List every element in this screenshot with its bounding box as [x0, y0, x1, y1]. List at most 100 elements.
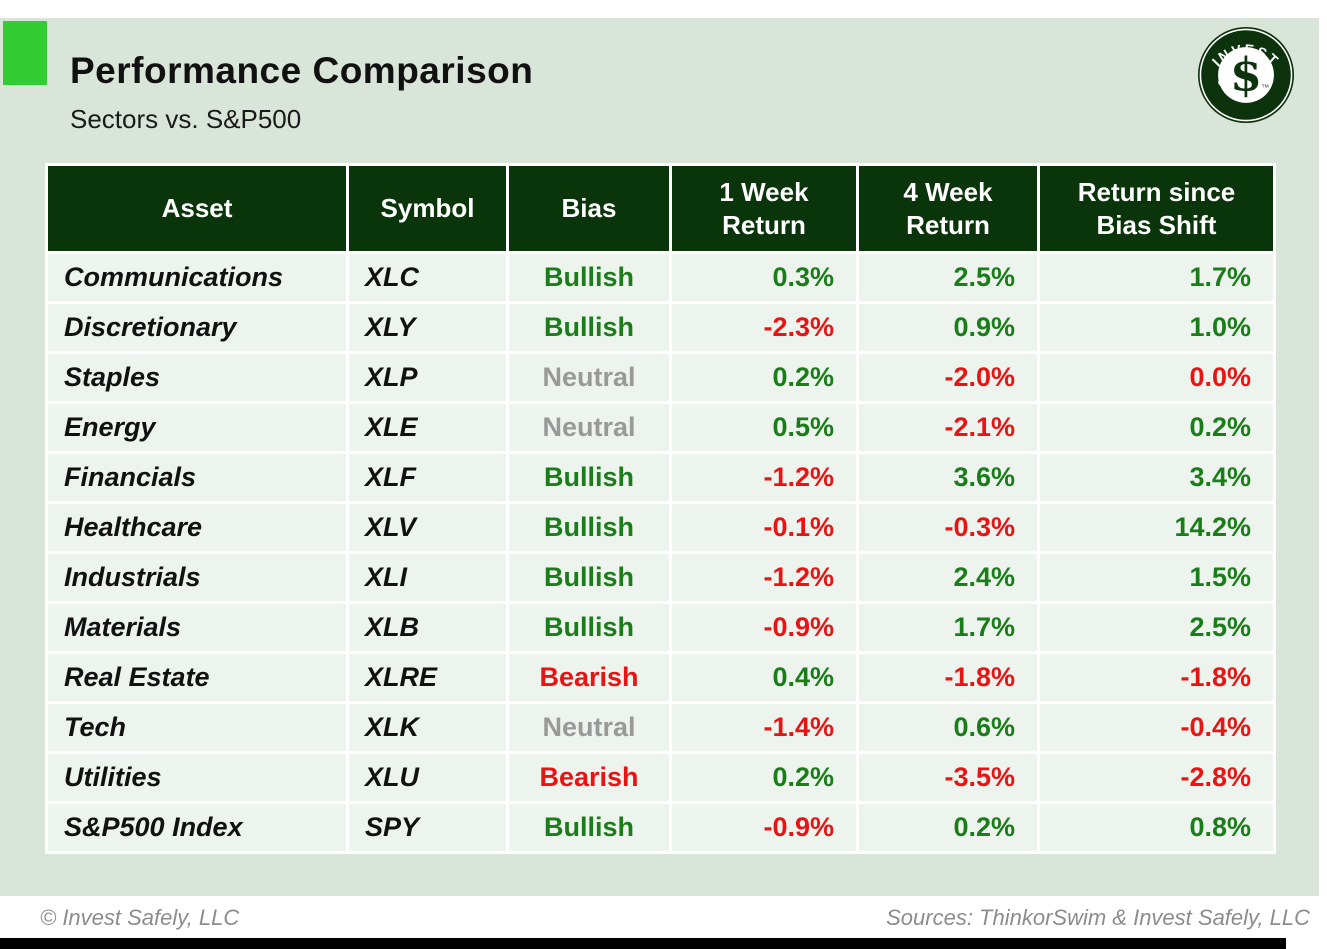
symbol-cell: XLK	[346, 701, 509, 754]
page-subtitle: Sectors vs. S&P500	[70, 104, 302, 134]
return-1-week-cell: 0.5%	[669, 401, 859, 454]
return-since-cell: 1.7%	[1037, 251, 1276, 304]
bias-cell: Neutral	[506, 701, 672, 754]
return-since-cell: 1.5%	[1037, 551, 1276, 604]
return-1-week-cell: -0.9%	[669, 601, 859, 654]
bottom-bar	[0, 938, 1286, 949]
return-since-cell: 1.0%	[1037, 301, 1276, 354]
symbol-cell: XLU	[346, 751, 509, 804]
table-row: Staples XLP Neutral 0.2% -2.0% 0.0%	[45, 351, 1276, 404]
return-4-week-cell: -2.1%	[856, 401, 1040, 454]
return-4-week-cell: 0.6%	[856, 701, 1040, 754]
asset-cell: Healthcare	[45, 501, 349, 554]
logo-monogram: $	[1230, 48, 1262, 102]
logo-tm-mark: TM	[1262, 84, 1269, 90]
return-1-week-cell: 0.3%	[669, 251, 859, 304]
return-1-week-cell: -1.2%	[669, 451, 859, 504]
bias-cell: Bullish	[506, 251, 672, 304]
return-since-cell: -2.8%	[1037, 751, 1276, 804]
return-4-week-cell: 3.6%	[856, 451, 1040, 504]
return-1-week-cell: 0.2%	[669, 751, 859, 804]
asset-cell: Utilities	[45, 751, 349, 804]
return-since-cell: -0.4%	[1037, 701, 1276, 754]
return-4-week-cell: -1.8%	[856, 651, 1040, 704]
performance-table: Asset Symbol Bias 1 Week Return 4 Week R…	[45, 163, 1276, 854]
asset-cell: Staples	[45, 351, 349, 404]
footer-copyright: © Invest Safely, LLC	[40, 905, 240, 930]
bias-cell: Bearish	[506, 651, 672, 704]
table-row: Materials XLB Bullish -0.9% 1.7% 2.5%	[45, 601, 1276, 654]
symbol-cell: XLE	[346, 401, 509, 454]
return-1-week-cell: -1.4%	[669, 701, 859, 754]
return-since-cell: 3.4%	[1037, 451, 1276, 504]
symbol-cell: XLF	[346, 451, 509, 504]
col-header-asset: Asset	[45, 163, 349, 254]
return-1-week-cell: 0.4%	[669, 651, 859, 704]
return-since-cell: 2.5%	[1037, 601, 1276, 654]
return-since-cell: 0.0%	[1037, 351, 1276, 404]
return-since-cell: 0.2%	[1037, 401, 1276, 454]
col-header-1-week: 1 Week Return	[669, 163, 859, 254]
table-row: Utilities XLU Bearish 0.2% -3.5% -2.8%	[45, 751, 1276, 804]
asset-cell: Industrials	[45, 551, 349, 604]
return-1-week-cell: -2.3%	[669, 301, 859, 354]
return-4-week-cell: -2.0%	[856, 351, 1040, 404]
symbol-cell: XLC	[346, 251, 509, 304]
table-row: Tech XLK Neutral -1.4% 0.6% -0.4%	[45, 701, 1276, 754]
symbol-cell: XLP	[346, 351, 509, 404]
bias-cell: Bullish	[506, 501, 672, 554]
table-row: Financials XLF Bullish -1.2% 3.6% 3.4%	[45, 451, 1276, 504]
asset-cell: Financials	[45, 451, 349, 504]
return-4-week-cell: 1.7%	[856, 601, 1040, 654]
bias-cell: Bullish	[506, 601, 672, 654]
table-row: Healthcare XLV Bullish -0.1% -0.3% 14.2%	[45, 501, 1276, 554]
symbol-cell: SPY	[346, 801, 509, 854]
col-header-return-since: Return since Bias Shift	[1037, 163, 1276, 254]
return-4-week-cell: 0.2%	[856, 801, 1040, 854]
col-header-symbol: Symbol	[346, 163, 509, 254]
symbol-cell: XLI	[346, 551, 509, 604]
return-1-week-cell: -0.9%	[669, 801, 859, 854]
table-row: Communications XLC Bullish 0.3% 2.5% 1.7…	[45, 251, 1276, 304]
symbol-cell: XLB	[346, 601, 509, 654]
bias-cell: Neutral	[506, 351, 672, 404]
table-row: Real Estate XLRE Bearish 0.4% -1.8% -1.8…	[45, 651, 1276, 704]
table-row: Industrials XLI Bullish -1.2% 2.4% 1.5%	[45, 551, 1276, 604]
asset-cell: Energy	[45, 401, 349, 454]
asset-cell: Materials	[45, 601, 349, 654]
performance-table-wrap: Asset Symbol Bias 1 Week Return 4 Week R…	[45, 163, 1276, 854]
invest-safely-logo-icon: INVEST SAFELY $ TM	[1197, 26, 1295, 124]
return-since-cell: -1.8%	[1037, 651, 1276, 704]
asset-cell: Discretionary	[45, 301, 349, 354]
return-4-week-cell: -3.5%	[856, 751, 1040, 804]
footer-sources: Sources: ThinkorSwim & Invest Safely, LL…	[886, 905, 1310, 930]
return-1-week-cell: -1.2%	[669, 551, 859, 604]
bias-cell: Bullish	[506, 551, 672, 604]
return-4-week-cell: 0.9%	[856, 301, 1040, 354]
symbol-cell: XLV	[346, 501, 509, 554]
return-4-week-cell: -0.3%	[856, 501, 1040, 554]
return-4-week-cell: 2.4%	[856, 551, 1040, 604]
bias-cell: Bearish	[506, 751, 672, 804]
bias-cell: Bullish	[506, 801, 672, 854]
symbol-cell: XLY	[346, 301, 509, 354]
bias-cell: Bullish	[506, 301, 672, 354]
asset-cell: Communications	[45, 251, 349, 304]
asset-cell: S&P500 Index	[45, 801, 349, 854]
accent-square	[3, 21, 47, 85]
page-title: Performance Comparison	[70, 50, 534, 91]
return-1-week-cell: -0.1%	[669, 501, 859, 554]
bias-cell: Bullish	[506, 451, 672, 504]
asset-cell: Real Estate	[45, 651, 349, 704]
symbol-cell: XLRE	[346, 651, 509, 704]
table-row: Discretionary XLY Bullish -2.3% 0.9% 1.0…	[45, 301, 1276, 354]
return-4-week-cell: 2.5%	[856, 251, 1040, 304]
return-since-cell: 14.2%	[1037, 501, 1276, 554]
bias-cell: Neutral	[506, 401, 672, 454]
col-header-bias: Bias	[506, 163, 672, 254]
table-row: Energy XLE Neutral 0.5% -2.1% 0.2%	[45, 401, 1276, 454]
header-row: Asset Symbol Bias 1 Week Return 4 Week R…	[45, 163, 1276, 254]
col-header-4-week: 4 Week Return	[856, 163, 1040, 254]
return-since-cell: 0.8%	[1037, 801, 1276, 854]
return-1-week-cell: 0.2%	[669, 351, 859, 404]
